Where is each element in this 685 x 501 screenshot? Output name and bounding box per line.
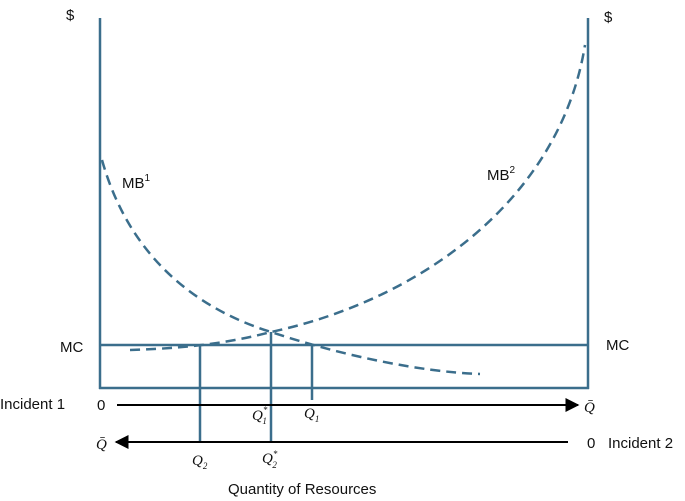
q1s-sup: * bbox=[263, 405, 268, 415]
q2s-base: Q bbox=[262, 451, 273, 467]
q2: Q2 bbox=[192, 453, 208, 471]
mc-left: MC bbox=[60, 339, 83, 356]
q2-base: Q bbox=[192, 453, 203, 469]
mb1-base: MB bbox=[122, 175, 145, 192]
mc-right: MC bbox=[606, 337, 629, 354]
q1-star: Q* 1 bbox=[252, 405, 268, 426]
x-label: Quantity of Resources bbox=[228, 481, 376, 498]
q1-sub: 1 bbox=[315, 414, 320, 424]
incident2-label: Incident 2 bbox=[608, 435, 673, 452]
q2s-sub: 2 bbox=[272, 460, 277, 470]
q2s-sup: * bbox=[273, 449, 278, 459]
q1s-sub: 1 bbox=[262, 416, 267, 426]
right-label: $ bbox=[604, 9, 613, 26]
q2-sub: 2 bbox=[203, 461, 208, 471]
incident2-origin: 0 bbox=[587, 435, 595, 452]
left-label: $ bbox=[66, 7, 75, 24]
mb1-curve bbox=[100, 159, 481, 376]
mb2-base: MB bbox=[487, 167, 510, 184]
q1s-base: Q bbox=[252, 408, 263, 424]
mb1-sup: 1 bbox=[145, 173, 151, 184]
q1: Q1 bbox=[304, 406, 319, 424]
mb2-sup: 2 bbox=[510, 165, 516, 176]
incident1-end: Q̄ bbox=[584, 400, 595, 416]
q1-base: Q bbox=[304, 406, 315, 422]
mb2-label: MB2 bbox=[487, 165, 516, 184]
incident2-end: Q̄ bbox=[96, 437, 107, 453]
mb2-curve bbox=[129, 44, 587, 352]
mb1-label: MB1 bbox=[122, 173, 151, 192]
q2-star: Q* 2 bbox=[262, 449, 278, 470]
incident1-origin: 0 bbox=[97, 397, 105, 414]
incident1-label: Incident 1 bbox=[0, 396, 65, 413]
